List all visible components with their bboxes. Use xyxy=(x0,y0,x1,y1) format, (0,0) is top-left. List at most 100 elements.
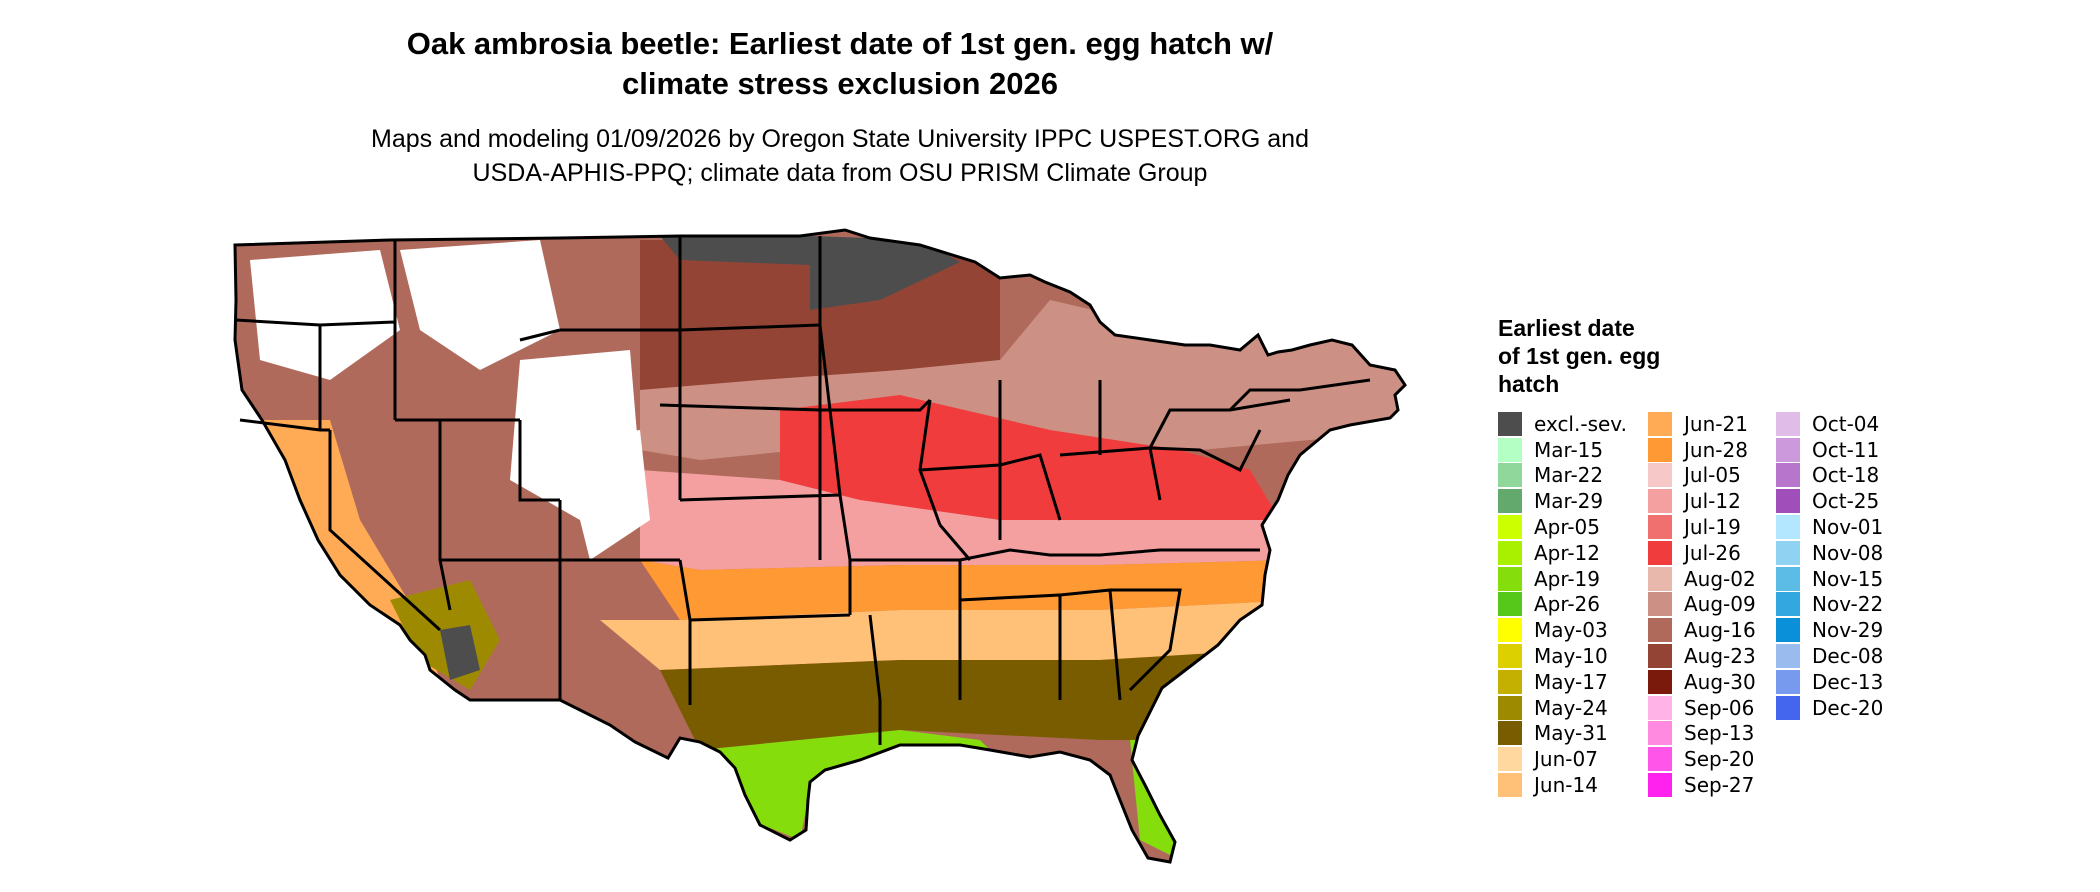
legend-item: Aug-02 xyxy=(1648,566,1756,592)
legend-label: Nov-15 xyxy=(1812,566,1884,591)
legend-swatch xyxy=(1648,747,1672,772)
legend-label: Oct-04 xyxy=(1812,411,1880,436)
map-subtitle-line-2: USDA-APHIS-PPQ; climate data from OSU PR… xyxy=(472,159,1208,187)
legend-label: Oct-18 xyxy=(1812,463,1880,488)
legend-swatch xyxy=(1648,463,1672,488)
legend-item: Apr-26 xyxy=(1498,592,1627,618)
legend-swatch xyxy=(1498,463,1522,488)
legend-swatch xyxy=(1648,669,1672,694)
legend-label: Sep-20 xyxy=(1684,747,1755,772)
legend-label: May-10 xyxy=(1534,644,1608,669)
legend-label: Jun-14 xyxy=(1534,773,1598,798)
legend-label: Nov-29 xyxy=(1812,618,1884,643)
zone-high-mountains-1 xyxy=(250,250,400,380)
legend-swatch xyxy=(1776,515,1800,540)
legend-item: Nov-08 xyxy=(1776,540,1883,566)
legend-label: Sep-06 xyxy=(1684,695,1755,720)
legend-item: Mar-15 xyxy=(1498,437,1627,463)
legend-swatch xyxy=(1648,773,1672,798)
legend-swatch xyxy=(1498,489,1522,514)
legend-label: Dec-20 xyxy=(1812,695,1884,720)
us-map xyxy=(233,228,1407,864)
legend-label: Dec-08 xyxy=(1812,644,1884,669)
legend-label: Jun-07 xyxy=(1534,747,1598,772)
legend-title: Earliest date of 1st gen. egg hatch xyxy=(1498,314,1660,398)
legend-item: Sep-13 xyxy=(1648,721,1756,747)
legend-swatch xyxy=(1776,669,1800,694)
legend-item: Mar-22 xyxy=(1498,463,1627,489)
legend-item: Sep-20 xyxy=(1648,746,1756,772)
legend-title-line-2: of 1st gen. egg xyxy=(1498,343,1661,369)
legend-swatch xyxy=(1776,618,1800,643)
legend-item: Jun-14 xyxy=(1498,772,1627,798)
legend-item: Nov-01 xyxy=(1776,514,1883,540)
legend-item: Nov-22 xyxy=(1776,592,1883,618)
legend-item: Oct-18 xyxy=(1776,463,1883,489)
legend-swatch xyxy=(1776,592,1800,617)
legend-swatch xyxy=(1648,695,1672,720)
legend-item: Aug-30 xyxy=(1648,669,1756,695)
legend-item: Apr-12 xyxy=(1498,540,1627,566)
legend-label: May-31 xyxy=(1534,721,1608,746)
legend-label: Oct-11 xyxy=(1812,437,1880,462)
hatch-date-zones xyxy=(235,230,1405,862)
legend-item: May-24 xyxy=(1498,695,1627,721)
legend-label: Nov-08 xyxy=(1812,540,1884,565)
legend-swatch xyxy=(1648,489,1672,514)
legend-item: Jul-26 xyxy=(1648,540,1756,566)
legend-swatch xyxy=(1648,566,1672,591)
legend-label: Aug-30 xyxy=(1684,669,1756,694)
legend-label: Dec-13 xyxy=(1812,669,1884,694)
legend-label: Jun-28 xyxy=(1684,437,1748,462)
legend-swatch xyxy=(1776,540,1800,565)
legend-item: Apr-19 xyxy=(1498,566,1627,592)
legend-item: Aug-09 xyxy=(1648,592,1756,618)
legend-column-1: excl.-sev. Mar-15 Mar-22 Mar-29 Apr-05 Apr-12… xyxy=(1498,411,1627,798)
legend-title-line-3: hatch xyxy=(1498,371,1560,397)
legend-swatch xyxy=(1498,669,1522,694)
legend-swatch xyxy=(1498,773,1522,798)
legend-item: Dec-08 xyxy=(1776,643,1883,669)
legend-label: Sep-13 xyxy=(1684,721,1755,746)
legend-swatch xyxy=(1498,695,1522,720)
legend-swatch xyxy=(1776,566,1800,591)
legend-swatch xyxy=(1648,721,1672,746)
legend-item: Nov-29 xyxy=(1776,617,1883,643)
legend-label: Apr-12 xyxy=(1534,540,1600,565)
legend-item: Jun-28 xyxy=(1648,437,1756,463)
legend-swatch xyxy=(1648,618,1672,643)
legend-swatch xyxy=(1498,592,1522,617)
legend-swatch xyxy=(1648,592,1672,617)
legend-swatch xyxy=(1648,644,1672,669)
legend-item: Oct-11 xyxy=(1776,437,1883,463)
legend-label: Mar-22 xyxy=(1534,463,1604,488)
map-title-line-2: climate stress exclusion 2026 xyxy=(622,66,1058,101)
legend-swatch xyxy=(1776,437,1800,462)
legend-swatch xyxy=(1498,644,1522,669)
legend-item: Jul-19 xyxy=(1648,514,1756,540)
legend-label: Nov-01 xyxy=(1812,515,1884,540)
map-subtitle: Maps and modeling 01/09/2026 by Oregon S… xyxy=(250,122,1430,190)
legend-swatch xyxy=(1776,411,1800,436)
legend-item: Dec-13 xyxy=(1776,669,1883,695)
legend-swatch xyxy=(1498,437,1522,462)
legend-item: Oct-25 xyxy=(1776,488,1883,514)
legend-swatch xyxy=(1776,695,1800,720)
legend-label: May-24 xyxy=(1534,695,1608,720)
legend-swatch xyxy=(1648,515,1672,540)
legend-swatch xyxy=(1498,566,1522,591)
legend-label: Aug-02 xyxy=(1684,566,1756,591)
map-title: Oak ambrosia beetle: Earliest date of 1s… xyxy=(250,24,1430,104)
state-borders-east xyxy=(820,378,1371,701)
legend-item: Nov-15 xyxy=(1776,566,1883,592)
legend-item: Jun-07 xyxy=(1498,746,1627,772)
legend-swatch xyxy=(1776,644,1800,669)
legend-label: Jul-19 xyxy=(1684,515,1741,540)
legend-item: May-10 xyxy=(1498,643,1627,669)
legend-label: Jul-12 xyxy=(1684,489,1741,514)
map-title-line-1: Oak ambrosia beetle: Earliest date of 1s… xyxy=(406,26,1274,61)
zone-southern-band xyxy=(640,560,1300,620)
legend-label: Nov-22 xyxy=(1812,592,1884,617)
legend-title-line-1: Earliest date xyxy=(1498,315,1635,341)
legend-item: Dec-20 xyxy=(1776,695,1883,721)
